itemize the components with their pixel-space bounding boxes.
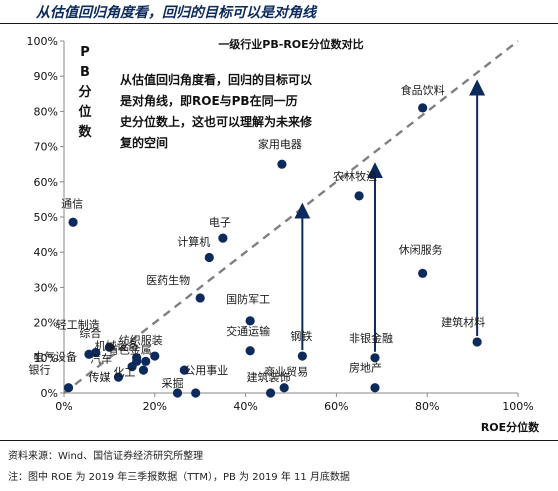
data-point (113, 372, 124, 382)
data-point (245, 346, 255, 356)
data-point (297, 351, 307, 361)
y-axis-label-char: P (80, 45, 90, 60)
annotation-text: 从估值回归角度看，回归的目标可以是对角线，即ROE与PB在同一历史分位数上，这也… (119, 72, 313, 150)
data-point (179, 365, 189, 375)
data-point (245, 316, 255, 326)
data-point (265, 388, 276, 398)
point-label: 建筑装饰 (247, 370, 291, 384)
x-tick-label: 40% (233, 400, 257, 413)
chart-title: 一级行业PB-ROE分位数对比 (218, 37, 363, 51)
data-point (172, 388, 183, 398)
x-tick-label: 0% (55, 400, 72, 413)
point-label: 休闲服务 (399, 242, 443, 256)
data-point (354, 191, 364, 201)
data-point (370, 353, 380, 363)
point-label: 电子 (209, 216, 231, 229)
point-label: 银行 (29, 363, 51, 377)
point-label: 钢铁 (290, 330, 312, 343)
x-tick-label: 100% (502, 400, 533, 413)
point-label: 建筑材料 (441, 315, 485, 329)
data-point (195, 293, 205, 303)
y-tick-label: 50% (34, 211, 58, 224)
x-axis-label: ROE分位数 (481, 420, 540, 434)
data-point (150, 351, 160, 361)
x-tick-label: 60% (324, 400, 348, 413)
diagonal-reference-line (63, 40, 519, 394)
point-label: 采掘 (162, 376, 184, 390)
point-label: 有色金属 (108, 342, 152, 356)
point-label: 纺织服装 (119, 333, 163, 347)
headline-rule (0, 23, 558, 24)
data-point (104, 342, 114, 352)
data-point (204, 252, 214, 263)
point-label: 汽车 (90, 352, 112, 366)
y-axis-label-char: 位 (78, 104, 91, 120)
data-point (68, 217, 78, 227)
point-label: 公用事业 (184, 364, 228, 377)
y-tick-label: 0% (41, 387, 58, 400)
data-point (370, 383, 380, 393)
point-label: 农林牧渔 (333, 169, 377, 183)
data-point (141, 356, 151, 366)
y-tick-label: 90% (34, 70, 58, 83)
pb-roe-scatter-chart: 0% 10% 20% 30% 40% 50% 60% 70% 80% 90% 100% 0% 20% 40… (27, 35, 541, 434)
point-label: 房地产 (349, 361, 382, 375)
point-label: 综合 (79, 326, 101, 340)
annotation-line: 史分位数上，这也可以理解为未来修 (120, 114, 313, 129)
point-label: 交通运输 (226, 324, 270, 338)
y-tick-label: 60% (34, 176, 58, 189)
x-tick-label: 80% (415, 400, 439, 413)
y-tick-label: 30% (34, 281, 58, 294)
point-label: 通信 (61, 197, 83, 210)
data-point (418, 103, 428, 113)
y-axis-label-char: 数 (78, 124, 92, 140)
point-label: 化工 (113, 365, 135, 379)
point-label: 传媒 (88, 371, 110, 384)
x-tick-label: 20% (143, 400, 167, 413)
point-label: 医药生物 (146, 273, 190, 287)
y-tick-label: 40% (34, 246, 58, 259)
data-point (191, 388, 201, 398)
footer-rule (0, 440, 558, 441)
y-tick-label: 80% (34, 105, 58, 118)
point-label: 家用电器 (258, 137, 302, 151)
point-label: 轻工制造 (56, 318, 100, 332)
source-note: 资料来源：Wind、国信证券经济研究所整理 (8, 451, 204, 462)
data-point (63, 383, 74, 393)
data-point (84, 349, 94, 359)
data-point (127, 362, 137, 372)
point-label: 食品饮料 (401, 83, 445, 97)
data-point (132, 353, 142, 363)
y-tick-label: 70% (34, 141, 58, 154)
y-axis-label-char: B (80, 65, 90, 80)
data-point (279, 383, 289, 393)
data-point (418, 268, 428, 278)
point-label: 非银金融 (349, 331, 393, 345)
data-point (277, 159, 287, 169)
point-label: 计算机 (177, 234, 210, 248)
y-tick-label: 20% (34, 317, 58, 330)
data-point (138, 365, 149, 375)
data-point (218, 233, 228, 243)
point-label: 国防军工 (226, 292, 270, 306)
y-tick-label: 10% (34, 352, 58, 365)
point-label: 商业贸易 (264, 365, 308, 379)
y-axis-label-char: 分 (78, 84, 91, 100)
y-tick-label: 100% (27, 35, 58, 48)
page-headline: 从估值回归角度看，回归的目标可以是对角线 (36, 5, 316, 21)
data-note: 注：图中 ROE 为 2019 年三季报数据（TTM），PB 为 2019 年 … (8, 472, 350, 483)
point-label: 电气设备 (33, 349, 77, 363)
annotation-line: 复的空间 (119, 135, 168, 150)
annotation-line: 是对角线，即ROE与PB在同一历 (119, 93, 298, 108)
data-point (472, 337, 482, 347)
annotation-line: 从估值回归角度看，回归的目标可以 (120, 72, 312, 87)
point-label: 机械设备 (95, 338, 139, 352)
